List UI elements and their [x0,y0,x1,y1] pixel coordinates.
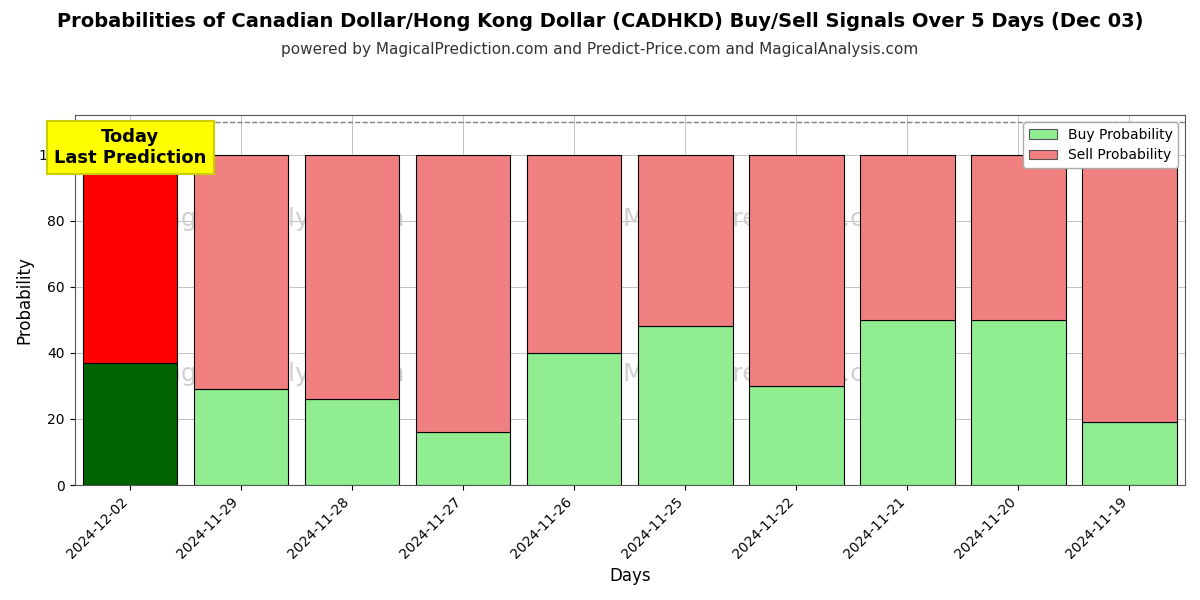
Bar [416,432,510,485]
Text: MagicalPrediction.com: MagicalPrediction.com [623,362,904,386]
Y-axis label: Probability: Probability [16,256,34,344]
Bar [860,320,955,485]
Bar [305,399,400,485]
Bar [749,155,844,386]
Text: MagicalPrediction.com: MagicalPrediction.com [623,206,904,230]
Bar [194,155,288,389]
Bar [1082,422,1177,485]
Bar [971,320,1066,485]
Bar [638,326,732,485]
Text: Today
Last Prediction: Today Last Prediction [54,128,206,167]
Bar [527,353,622,485]
Text: Probabilities of Canadian Dollar/Hong Kong Dollar (CADHKD) Buy/Sell Signals Over: Probabilities of Canadian Dollar/Hong Ko… [56,12,1144,31]
Text: powered by MagicalPrediction.com and Predict-Price.com and MagicalAnalysis.com: powered by MagicalPrediction.com and Pre… [281,42,919,57]
Bar [971,155,1066,320]
Bar [194,389,288,485]
Bar [1082,155,1177,422]
Text: MagicalAnalysis.com: MagicalAnalysis.com [144,362,404,386]
Bar [527,155,622,353]
Bar [749,386,844,485]
X-axis label: Days: Days [610,567,650,585]
Bar [83,155,178,363]
Bar [83,363,178,485]
Bar [305,155,400,399]
Legend: Buy Probability, Sell Probability: Buy Probability, Sell Probability [1024,122,1178,168]
Text: MagicalAnalysis.com: MagicalAnalysis.com [144,206,404,230]
Bar [638,155,732,326]
Bar [416,155,510,432]
Bar [860,155,955,320]
